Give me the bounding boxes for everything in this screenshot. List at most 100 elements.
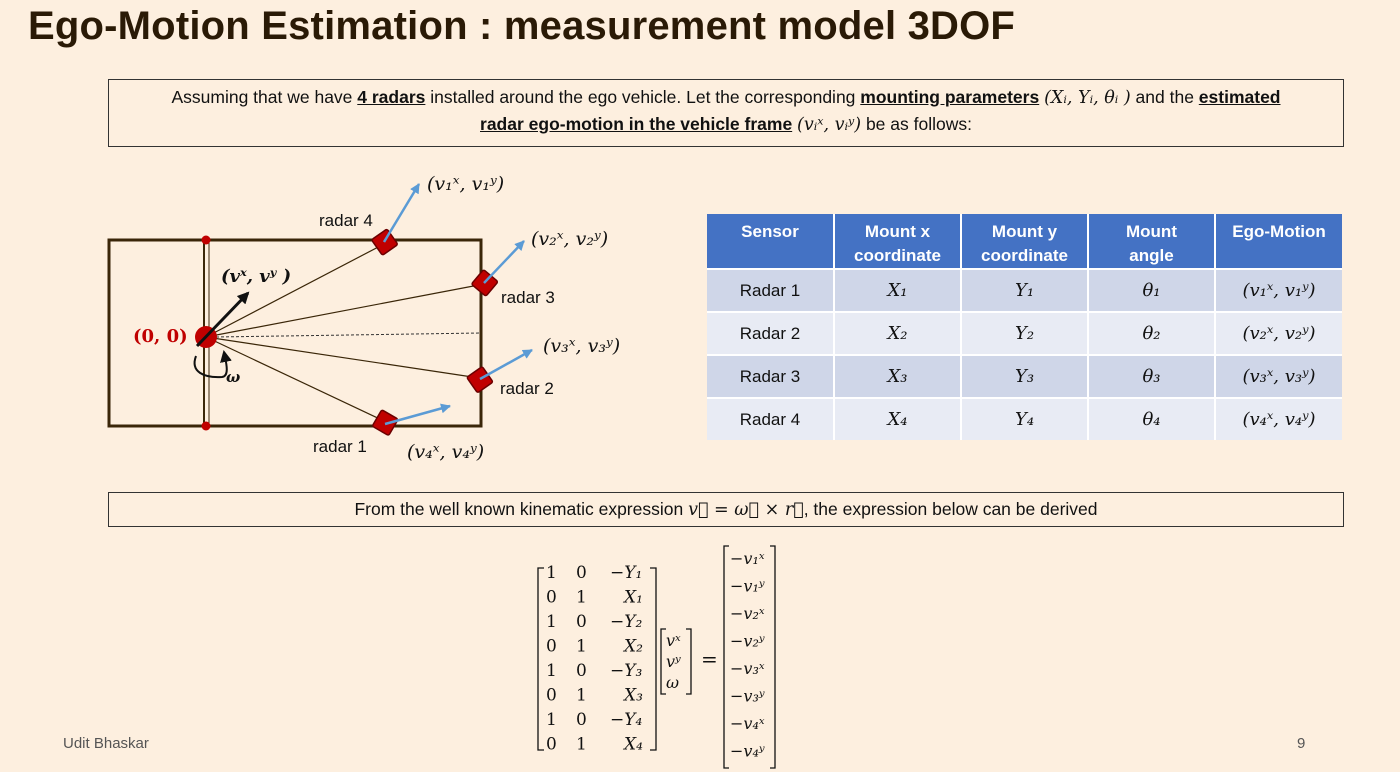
cell-mount-angle: θ₁ xyxy=(1088,268,1216,312)
unknown-right-bracket xyxy=(686,628,692,695)
cell-mount-angle: θ₄ xyxy=(1088,397,1216,440)
table-header-row: Sensor Mount x coordinate Mount y coordi… xyxy=(707,214,1342,269)
wheel-bottom-dot xyxy=(201,421,211,431)
radar3-position-vector xyxy=(205,281,485,338)
matrix-cell: X₄ xyxy=(622,735,643,755)
slide-title: Ego-Motion Estimation : measurement mode… xyxy=(28,4,1016,48)
vehicle-velocity-label: (vˣ, vʸ ) xyxy=(221,266,291,287)
cell-sensor: Radar 2 xyxy=(707,311,835,355)
header-sensor: Sensor xyxy=(707,214,835,269)
omega-rotation-arrow xyxy=(193,350,232,379)
intro-bold-egomotion: radar ego-motion in the vehicle frame xyxy=(480,114,793,134)
intro-math-mount: (Xᵢ, Yᵢ, θᵢ ) xyxy=(1044,88,1131,108)
ego-label-2: (v₂ˣ, v₂ʸ) xyxy=(531,228,608,250)
omega-label: ω xyxy=(226,368,240,386)
rhs-cell: −v₁ˣ xyxy=(730,549,765,568)
matrix-cell: −Y₂ xyxy=(610,612,642,632)
matrix-left-bracket xyxy=(537,567,544,751)
matrix-cell: X₂ xyxy=(622,637,643,657)
header-mount-angle: Mount angle xyxy=(1088,214,1216,269)
intro-text-4: be as follows: xyxy=(861,114,972,134)
matrix-cell: 0 xyxy=(546,588,557,608)
matrix-cell: 1 xyxy=(576,735,587,755)
radar2-label: radar 2 xyxy=(500,379,554,398)
radar1-position-vector xyxy=(205,336,385,422)
matrix-cell: −Y₁ xyxy=(610,563,642,583)
cell-ego-motion: (v₃ˣ, v₃ʸ) xyxy=(1215,354,1342,398)
wheel-top-dot xyxy=(201,235,211,245)
matrix-cell: 1 xyxy=(576,686,587,706)
matrix-cell: 1 xyxy=(576,588,587,608)
radar4-box xyxy=(371,228,398,256)
radar3-label: radar 3 xyxy=(501,288,555,307)
cell-mount-angle: θ₂ xyxy=(1088,311,1216,355)
rhs-cell: −v₃ʸ xyxy=(730,687,765,706)
radar2-box xyxy=(466,366,494,393)
matrix-cell: 0 xyxy=(546,735,557,755)
cell-mount-y: Y₂ xyxy=(961,311,1089,355)
ego-label-3: (v₃ˣ, v₃ʸ) xyxy=(543,335,620,357)
cell-ego-motion: (v₁ˣ, v₁ʸ) xyxy=(1215,268,1342,312)
intro-bold-mounting: mounting parameters xyxy=(860,87,1040,107)
matrix-cell: 0 xyxy=(546,686,557,706)
header-mount-y: Mount y coordinate xyxy=(961,214,1089,269)
radar4-label: radar 4 xyxy=(319,211,373,230)
cell-mount-x: X₄ xyxy=(834,397,962,440)
kinematic-math: v⃗ = ω⃗ × r⃗ xyxy=(688,500,804,520)
rhs-cell: −v₄ʸ xyxy=(730,742,765,761)
matrix-cell: 0 xyxy=(576,563,587,583)
cell-mount-y: Y₁ xyxy=(961,268,1089,312)
unknown-cell: vʸ xyxy=(666,652,681,671)
intro-text-3: and the xyxy=(1130,87,1199,107)
radar4-position-vector xyxy=(205,243,385,338)
kinematic-box: From the well known kinematic expression… xyxy=(108,492,1344,527)
cell-sensor: Radar 4 xyxy=(707,397,835,440)
ego-label-1: (v₁ˣ, v₁ʸ) xyxy=(427,173,504,195)
table-row: Radar 4 X₄ Y₄ θ₄ (v₄ˣ, v₄ʸ) xyxy=(707,397,1342,440)
radar2-position-vector xyxy=(205,336,480,381)
intro-bold-estimated: estimated xyxy=(1198,87,1281,107)
vehicle-velocity-arrow xyxy=(195,291,250,348)
matrix-cell: 0 xyxy=(576,661,587,681)
radar1-label: radar 1 xyxy=(313,437,367,456)
table-row: Radar 2 X₂ Y₂ θ₂ (v₂ˣ, v₂ʸ) xyxy=(707,311,1342,355)
cell-sensor: Radar 3 xyxy=(707,354,835,398)
ego-label-4: (v₄ˣ, v₄ʸ) xyxy=(407,441,484,463)
rhs-cell: −v₁ʸ xyxy=(730,577,765,596)
page-number: 9 xyxy=(1297,735,1306,752)
header-ego-motion: Ego-Motion xyxy=(1215,214,1342,269)
rhs-cell: −v₄ˣ xyxy=(730,714,765,733)
cell-mount-x: X₃ xyxy=(834,354,962,398)
origin-label: (0, 0) xyxy=(133,326,188,347)
rhs-cell: −v₃ˣ xyxy=(730,659,765,678)
matrix-cell: 0 xyxy=(546,637,557,657)
cell-ego-motion: (v₂ˣ, v₂ʸ) xyxy=(1215,311,1342,355)
radar1-ego-arrow xyxy=(384,403,451,426)
matrix-cell: 1 xyxy=(576,637,587,657)
mounting-parameters-table: Sensor Mount x coordinate Mount y coordi… xyxy=(707,214,1342,440)
kinematic-text-2: , the expression below can be derived xyxy=(803,499,1098,519)
intro-bold-radars: 4 radars xyxy=(357,87,426,107)
cell-sensor: Radar 1 xyxy=(707,268,835,312)
unknown-left-bracket xyxy=(660,628,666,695)
cell-ego-motion: (v₄ˣ, v₄ʸ) xyxy=(1215,397,1342,440)
radar3-ego-arrow xyxy=(483,240,525,284)
radar2-ego-arrow xyxy=(479,348,533,381)
table-row: Radar 1 X₁ Y₁ θ₁ (v₁ˣ, v₁ʸ) xyxy=(707,268,1342,312)
cell-mount-angle: θ₃ xyxy=(1088,354,1216,398)
centerline xyxy=(215,332,482,338)
rhs-left-bracket xyxy=(723,545,729,769)
intro-text-1: Assuming that we have xyxy=(171,87,358,107)
cell-mount-x: X₁ xyxy=(834,268,962,312)
intro-math-ego: (vᵢˣ, vᵢʸ) xyxy=(797,115,862,135)
matrix-cell: 0 xyxy=(576,710,587,730)
unknown-cell: ω xyxy=(666,673,679,692)
equals-sign: = xyxy=(701,647,718,671)
matrix-cell: 1 xyxy=(546,612,557,632)
matrix-cell: −Y₄ xyxy=(610,710,642,730)
matrix-cell: 1 xyxy=(546,710,557,730)
intro-text-2: installed around the ego vehicle. Let th… xyxy=(425,87,861,107)
radar3-box xyxy=(471,269,499,297)
matrix-cell: −Y₃ xyxy=(610,661,642,681)
footer-author: Udit Bhaskar xyxy=(63,735,149,752)
